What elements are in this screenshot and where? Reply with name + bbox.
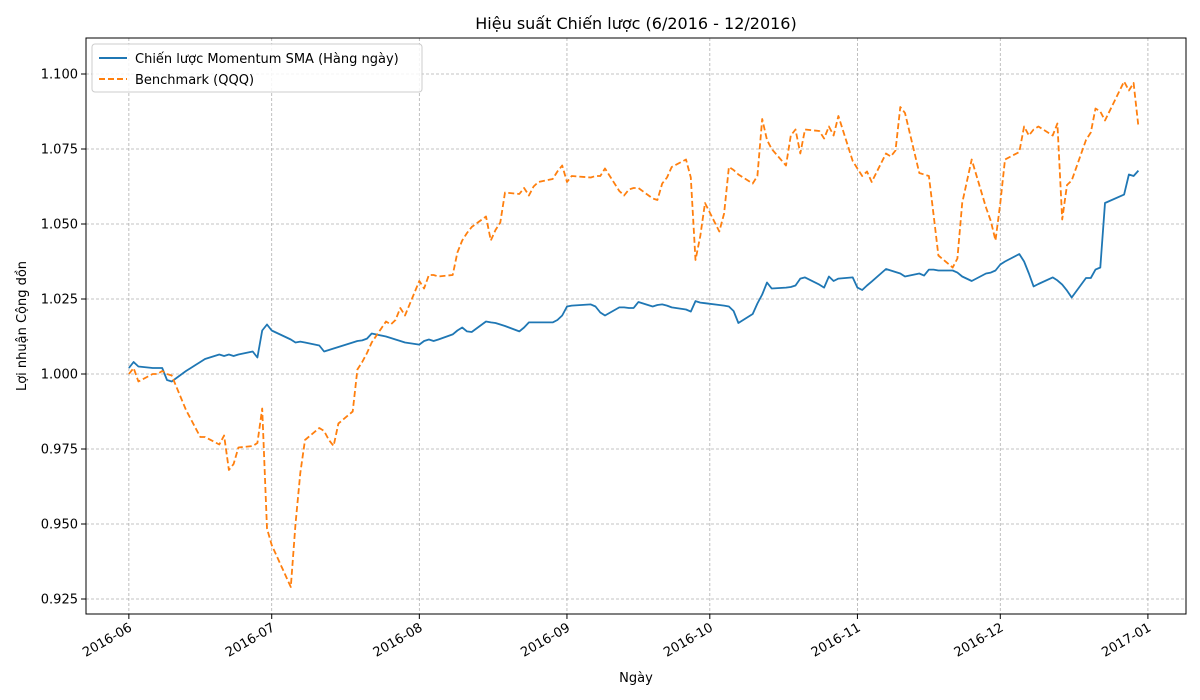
y-tick-label: 0.925 — [41, 593, 78, 608]
y-tick-label: 1.100 — [41, 68, 78, 83]
plot-area-frame — [85, 37, 1187, 615]
y-tick-label: 0.950 — [41, 518, 78, 533]
y-axis-label: Lợi nhuận Cộng dồn — [15, 261, 30, 391]
y-tick-label: 1.075 — [41, 143, 78, 158]
series-line-strategy — [128, 170, 1140, 383]
chart-title: Hiệu suất Chiến lược (6/2016 - 12/2016) — [475, 14, 796, 33]
series-line-benchmark — [128, 80, 1140, 588]
y-tick-label: 1.000 — [41, 368, 78, 383]
legend-label-benchmark: Benchmark (QQQ) — [135, 73, 254, 88]
legend-frame — [91, 43, 423, 93]
y-tick-label: 1.050 — [41, 218, 78, 233]
grid — [86, 38, 1186, 614]
y-tick-label: 1.025 — [41, 293, 78, 308]
series-layer — [128, 80, 1140, 588]
y-tick-label: 0.975 — [41, 443, 78, 458]
x-axis-label: Ngày — [619, 671, 653, 686]
legend: Chiến lược Momentum SMA (Hàng ngày) Benc… — [91, 43, 423, 93]
legend-label-strategy: Chiến lược Momentum SMA (Hàng ngày) — [135, 52, 399, 67]
